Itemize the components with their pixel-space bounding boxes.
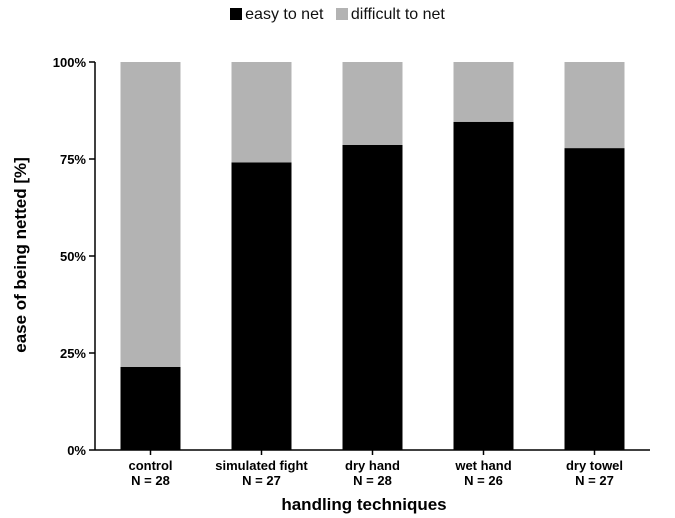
x-category-label: dry towel	[566, 458, 623, 473]
y-axis-title: ease of being netted [%]	[11, 157, 30, 353]
x-sample-size-label: N = 27	[575, 473, 614, 488]
x-category-label: simulated fight	[215, 458, 308, 473]
legend-label-difficult: difficult to net	[350, 6, 445, 23]
bars-group	[120, 62, 625, 451]
bar-difficult-wet-hand	[453, 62, 514, 122]
x-category-label: dry hand	[345, 458, 400, 473]
bar-difficult-dry-hand	[342, 62, 403, 145]
y-tick-label: 50%	[60, 249, 86, 264]
bar-difficult-control	[120, 62, 181, 367]
legend-item-difficult: difficult to net	[335, 6, 445, 24]
bar-difficult-simulated-fight	[231, 62, 292, 163]
y-tick-label: 75%	[60, 152, 86, 167]
bar-easy-simulated-fight	[231, 162, 292, 450]
legend: easy to net difficult to net	[0, 6, 675, 24]
y-tick-label: 25%	[60, 346, 86, 361]
bar-easy-dry-towel	[564, 148, 625, 450]
y-ticks-group: 0% 25% 50% 75% 100%	[53, 55, 95, 458]
legend-label-easy: easy to net	[245, 6, 324, 23]
x-category-label: control	[128, 458, 172, 473]
x-axis-title: handling techniques	[281, 495, 446, 514]
bar-difficult-dry-towel	[564, 62, 625, 149]
x-category-label: wet hand	[454, 458, 511, 473]
bar-easy-dry-hand	[342, 145, 403, 450]
x-sample-size-label: N = 28	[353, 473, 392, 488]
legend-swatch-difficult	[335, 8, 348, 20]
x-sample-size-label: N = 28	[131, 473, 170, 488]
legend-item-easy: easy to net	[230, 6, 323, 24]
legend-swatch-easy	[230, 8, 243, 20]
bar-easy-control	[120, 367, 181, 450]
y-tick-label: 0%	[67, 443, 86, 458]
x-sample-size-label: N = 26	[464, 473, 503, 488]
bar-easy-wet-hand	[453, 121, 514, 451]
x-sample-size-label: N = 27	[242, 473, 281, 488]
y-tick-label: 100%	[53, 55, 87, 70]
